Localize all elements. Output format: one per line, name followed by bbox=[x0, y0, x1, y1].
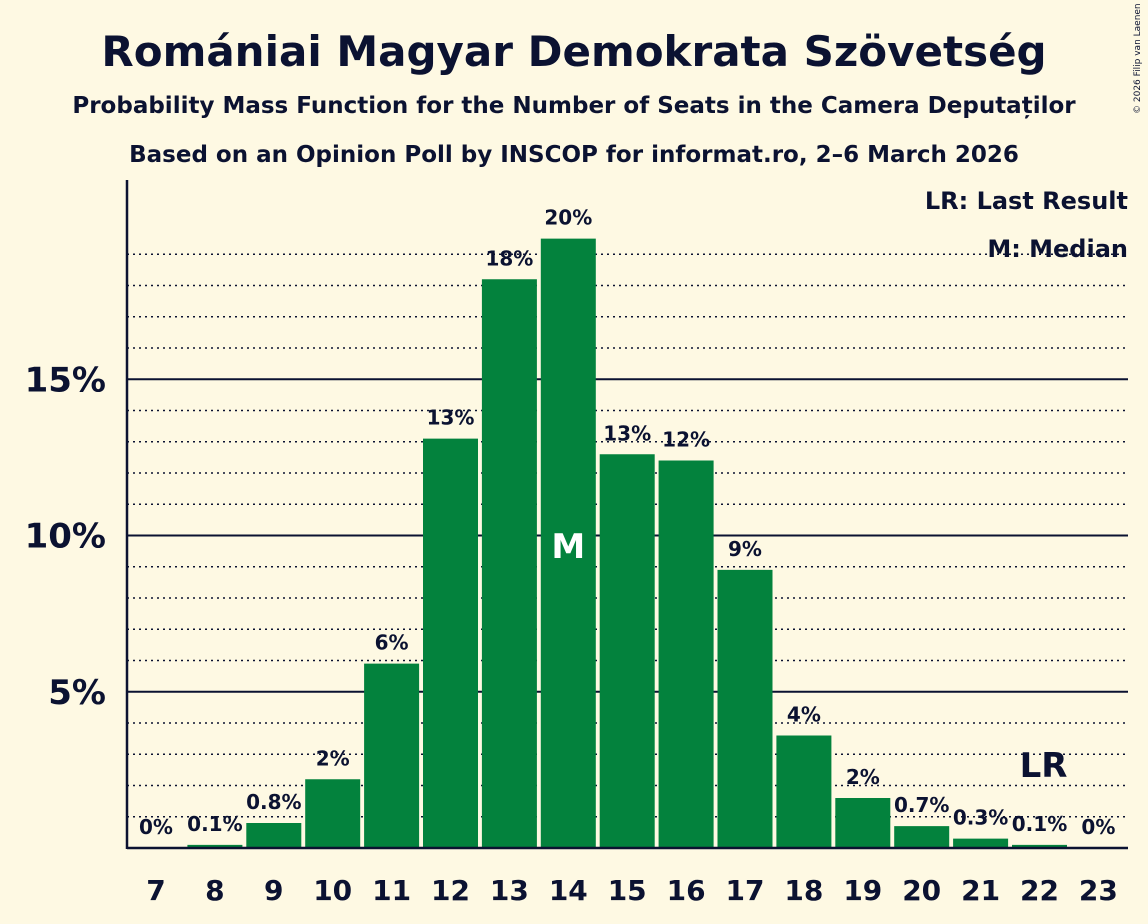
bars bbox=[187, 238, 1067, 848]
x-tick-label: 14 bbox=[549, 874, 588, 907]
y-tick-label: 5% bbox=[48, 673, 106, 713]
x-tick-label: 18 bbox=[784, 874, 823, 907]
x-tick-label: 11 bbox=[372, 874, 411, 907]
data-label-14: 20% bbox=[544, 206, 592, 230]
median-marker: M bbox=[551, 527, 585, 567]
bar-11 bbox=[364, 663, 420, 848]
x-tick-label: 12 bbox=[431, 874, 470, 907]
data-label-16: 12% bbox=[662, 428, 710, 452]
data-label-9: 0.8% bbox=[246, 790, 301, 814]
x-tick-label: 19 bbox=[843, 874, 882, 907]
y-axis: 5% 10% 15% bbox=[25, 180, 129, 849]
chart-subtitle: Probability Mass Function for the Number… bbox=[72, 93, 1076, 119]
bar-22 bbox=[1012, 844, 1067, 848]
bar-10 bbox=[305, 779, 361, 848]
markers: M LR bbox=[551, 527, 1067, 786]
x-tick-label: 23 bbox=[1079, 874, 1118, 907]
x-tick-label: 16 bbox=[667, 874, 706, 907]
data-label-22: 0.1% bbox=[1012, 812, 1067, 836]
copyright-notice: © 2026 Filip van Laenen bbox=[1133, 3, 1143, 114]
bar-15 bbox=[599, 454, 655, 848]
bar-19 bbox=[835, 798, 891, 848]
data-label-10: 2% bbox=[316, 746, 350, 770]
y-tick-label: 15% bbox=[25, 360, 106, 400]
data-label-12: 13% bbox=[427, 406, 475, 430]
chart-source: Based on an Opinion Poll by INSCOP for i… bbox=[129, 142, 1019, 168]
data-label-7: 0% bbox=[139, 815, 173, 839]
bar-12 bbox=[423, 438, 478, 848]
data-label-21: 0.3% bbox=[953, 806, 1008, 830]
data-label-18: 4% bbox=[787, 703, 821, 727]
bar-21 bbox=[953, 838, 1009, 848]
x-tick-label: 8 bbox=[205, 874, 224, 907]
data-label-17: 9% bbox=[728, 537, 762, 561]
x-axis: 7 8 9 10 11 12 13 14 15 16 17 18 19 20 21 22 23 bbox=[127, 846, 1128, 907]
x-tick-label: 7 bbox=[146, 874, 165, 907]
bar-9 bbox=[246, 823, 302, 848]
data-label-8: 0.1% bbox=[187, 812, 242, 836]
x-tick-label: 22 bbox=[1020, 874, 1059, 907]
data-label-11: 6% bbox=[375, 631, 409, 655]
data-label-20: 0.7% bbox=[894, 793, 949, 817]
y-tick-label: 10% bbox=[25, 517, 106, 557]
bar-17 bbox=[717, 569, 773, 848]
data-label-23: 0% bbox=[1081, 815, 1115, 839]
x-tick-label: 20 bbox=[902, 874, 941, 907]
x-tick-label: 17 bbox=[726, 874, 765, 907]
bar-20 bbox=[894, 826, 950, 848]
last-result-marker: LR bbox=[1020, 746, 1068, 786]
x-tick-label: 21 bbox=[961, 874, 1000, 907]
legend-median: M: Median bbox=[987, 235, 1128, 263]
bar-18 bbox=[776, 735, 832, 848]
bar-16 bbox=[658, 460, 714, 848]
x-tick-label: 10 bbox=[313, 874, 352, 907]
bar-13 bbox=[481, 279, 537, 848]
x-tick-label: 9 bbox=[264, 874, 283, 907]
x-tick-label: 15 bbox=[608, 874, 647, 907]
x-tick-label: 13 bbox=[490, 874, 529, 907]
legend-last-result: LR: Last Result bbox=[925, 187, 1128, 215]
data-label-19: 2% bbox=[846, 765, 880, 789]
data-labels: 0% 0.1%0.8%2%6%13%18%20%13% 12%9%4%2%0.7%0… bbox=[139, 206, 1115, 839]
chart-title: Romániai Magyar Demokrata Szövetség bbox=[101, 27, 1046, 76]
bar-8 bbox=[187, 844, 243, 848]
gridlines bbox=[127, 253, 1128, 818]
bar-14 bbox=[540, 238, 596, 848]
data-label-15: 13% bbox=[603, 421, 651, 445]
data-label-13: 18% bbox=[485, 246, 533, 270]
